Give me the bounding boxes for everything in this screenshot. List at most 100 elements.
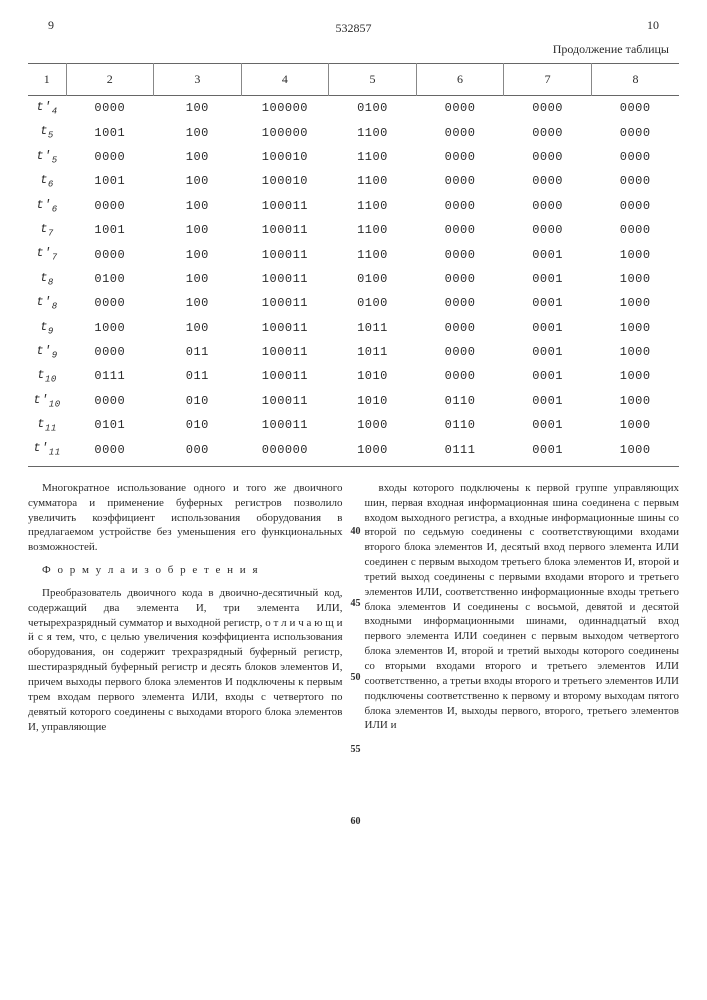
cell: 100011 bbox=[241, 389, 329, 413]
right-para-1: входы которого подключены к первой групп… bbox=[365, 481, 680, 733]
table-row: t'1100000000000001000011100011000 bbox=[28, 437, 679, 466]
cell: 1000 bbox=[591, 413, 679, 437]
cell: 0000 bbox=[66, 194, 154, 218]
cell: 0101 bbox=[66, 413, 154, 437]
table-row: t1001110111000111010000000011000 bbox=[28, 364, 679, 388]
cell: 1100 bbox=[329, 145, 417, 169]
table-row: t1101010101000111000011000011000 bbox=[28, 413, 679, 437]
cell: 0000 bbox=[504, 96, 592, 121]
cell: 1011 bbox=[329, 316, 417, 340]
cell: 0001 bbox=[504, 267, 592, 291]
col-4-header: 4 bbox=[241, 64, 329, 96]
row-label: t8 bbox=[28, 267, 66, 291]
cell: 0000 bbox=[504, 145, 592, 169]
left-para-2: Преобразователь двоичного кода в двоично… bbox=[28, 586, 343, 734]
cell: 1000 bbox=[591, 389, 679, 413]
line-no-60: 60 bbox=[351, 815, 361, 829]
cell: 1001 bbox=[66, 169, 154, 193]
cell: 1001 bbox=[66, 120, 154, 144]
cell: 100011 bbox=[241, 291, 329, 315]
cell: 011 bbox=[154, 340, 242, 364]
left-page-no: 9 bbox=[48, 18, 54, 33]
cell: 0000 bbox=[416, 340, 504, 364]
table-row: t'600001001000111100000000000000 bbox=[28, 194, 679, 218]
cell: 0000 bbox=[416, 120, 504, 144]
cell: 0000 bbox=[66, 437, 154, 466]
right-column: входы которого подключены к первой групп… bbox=[365, 481, 680, 743]
cell: 100011 bbox=[241, 267, 329, 291]
cell: 0110 bbox=[416, 413, 504, 437]
cell: 1000 bbox=[591, 242, 679, 266]
cell: 100011 bbox=[241, 194, 329, 218]
cell: 0000 bbox=[66, 96, 154, 121]
row-label: t'11 bbox=[28, 437, 66, 466]
cell: 0000 bbox=[504, 169, 592, 193]
cell: 100 bbox=[154, 267, 242, 291]
cell: 1100 bbox=[329, 169, 417, 193]
table-row: t610011001000101100000000000000 bbox=[28, 169, 679, 193]
cell: 010 bbox=[154, 389, 242, 413]
cell: 0000 bbox=[591, 169, 679, 193]
main-data-table: 1 2 3 4 5 6 7 8 t'4000010010000001000000… bbox=[28, 63, 679, 467]
cell: 100 bbox=[154, 120, 242, 144]
cell: 0000 bbox=[416, 96, 504, 121]
cell: 0000 bbox=[416, 316, 504, 340]
cell: 1000 bbox=[591, 316, 679, 340]
cell: 1001 bbox=[66, 218, 154, 242]
cell: 100011 bbox=[241, 340, 329, 364]
cell: 1010 bbox=[329, 364, 417, 388]
body-text-columns: Многократное использование одного и того… bbox=[28, 481, 679, 743]
row-label: t'8 bbox=[28, 291, 66, 315]
cell: 011 bbox=[154, 364, 242, 388]
cell: 0000 bbox=[66, 389, 154, 413]
cell: 1100 bbox=[329, 242, 417, 266]
cell: 0001 bbox=[504, 242, 592, 266]
table-row: t'700001001000111100000000011000 bbox=[28, 242, 679, 266]
cell: 0000 bbox=[66, 340, 154, 364]
cell: 0000 bbox=[504, 120, 592, 144]
cell: 0000 bbox=[591, 145, 679, 169]
patent-number: 532857 bbox=[28, 21, 679, 36]
line-no-50: 50 bbox=[351, 671, 361, 685]
cell: 1011 bbox=[329, 340, 417, 364]
cell: 0000 bbox=[591, 218, 679, 242]
table-row: t710011001000111100000000000000 bbox=[28, 218, 679, 242]
cell: 100 bbox=[154, 218, 242, 242]
cell: 1100 bbox=[329, 194, 417, 218]
line-no-40: 40 bbox=[351, 525, 361, 539]
row-label: t'7 bbox=[28, 242, 66, 266]
table-row: t'900000111000111011000000011000 bbox=[28, 340, 679, 364]
cell: 100010 bbox=[241, 145, 329, 169]
table-row: t801001001000110100000000011000 bbox=[28, 267, 679, 291]
cell: 1000 bbox=[329, 437, 417, 466]
cell: 000000 bbox=[241, 437, 329, 466]
row-label: t10 bbox=[28, 364, 66, 388]
cell: 0001 bbox=[504, 413, 592, 437]
cell: 0000 bbox=[66, 242, 154, 266]
row-label: t5 bbox=[28, 120, 66, 144]
col-8-header: 8 bbox=[591, 64, 679, 96]
row-label: t'5 bbox=[28, 145, 66, 169]
cell: 0000 bbox=[504, 218, 592, 242]
cell: 0000 bbox=[416, 194, 504, 218]
col-7-header: 7 bbox=[504, 64, 592, 96]
cell: 0100 bbox=[66, 267, 154, 291]
cell: 1000 bbox=[591, 364, 679, 388]
right-page-no: 10 bbox=[647, 18, 659, 33]
cell: 0000 bbox=[66, 291, 154, 315]
cell: 100011 bbox=[241, 218, 329, 242]
cell: 1000 bbox=[329, 413, 417, 437]
cell: 0001 bbox=[504, 340, 592, 364]
cell: 010 bbox=[154, 413, 242, 437]
cell: 0001 bbox=[504, 389, 592, 413]
row-label: t'4 bbox=[28, 96, 66, 121]
cell: 1100 bbox=[329, 120, 417, 144]
line-no-55: 55 bbox=[351, 743, 361, 757]
row-label: t11 bbox=[28, 413, 66, 437]
cell: 100 bbox=[154, 291, 242, 315]
cell: 0000 bbox=[416, 267, 504, 291]
cell: 0001 bbox=[504, 364, 592, 388]
cell: 100011 bbox=[241, 413, 329, 437]
col-1-header: 1 bbox=[28, 64, 66, 96]
cell: 1000 bbox=[591, 291, 679, 315]
